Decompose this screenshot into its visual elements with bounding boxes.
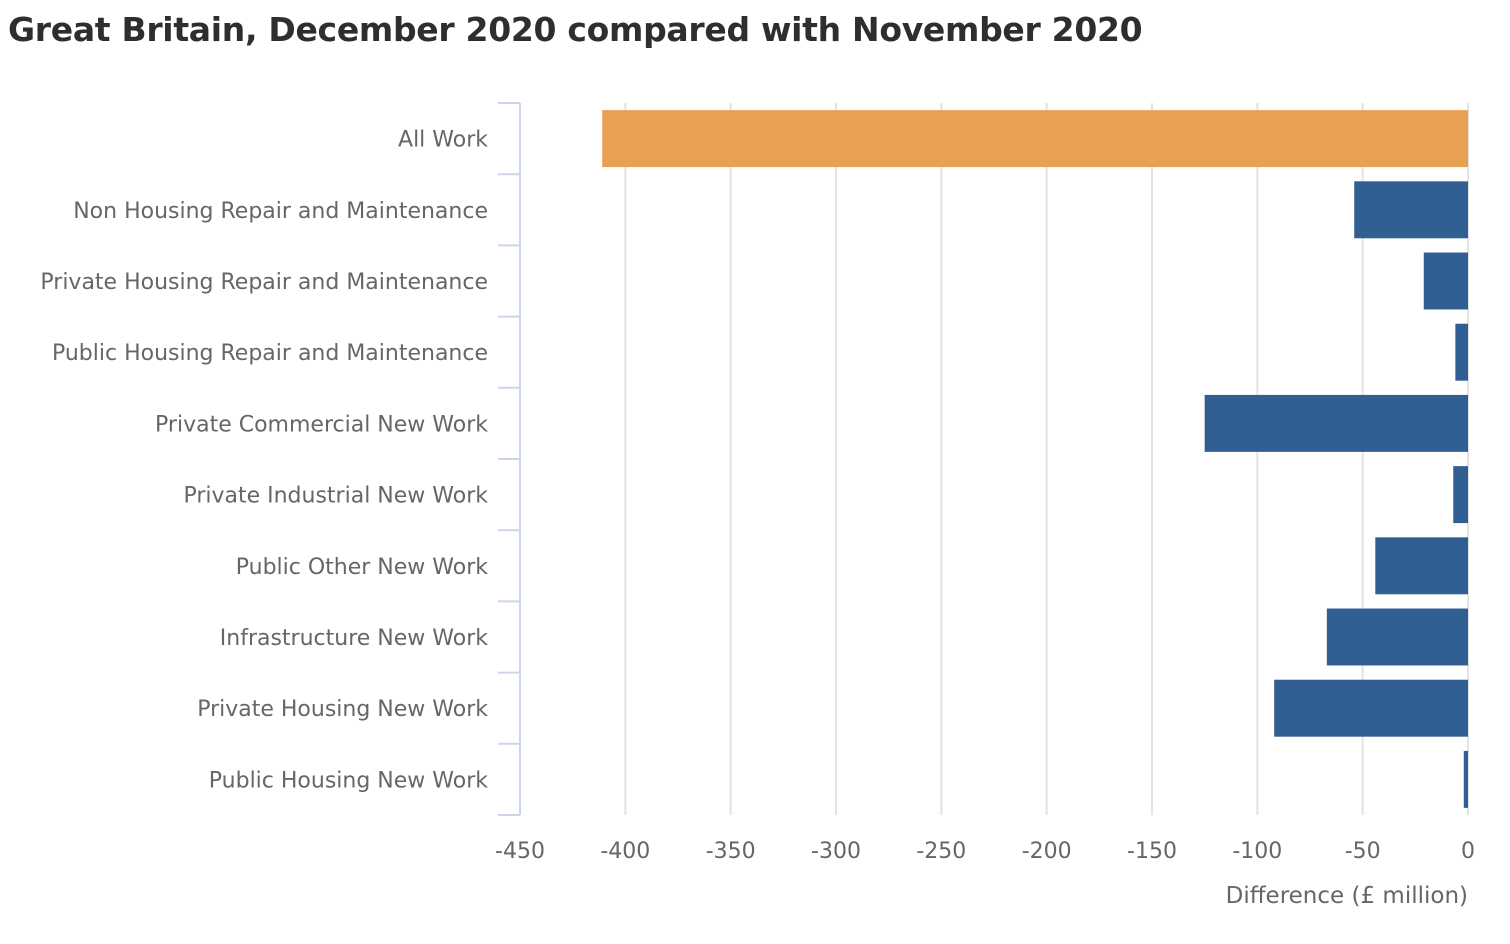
x-tick-label: -100	[1232, 839, 1282, 864]
x-tick-label: -350	[706, 839, 756, 864]
x-tick-label: -300	[811, 839, 861, 864]
category-label: Private Housing Repair and Maintenance	[40, 270, 488, 295]
value-axis-labels: -450 -400 -350 -300 -250 -200 -150 -100 -50 0	[495, 839, 1475, 864]
chart-title: Great Britain, December 2020 compared wi…	[8, 10, 1143, 49]
bar[interactable]	[1375, 537, 1468, 595]
bars	[602, 110, 1468, 808]
category-label: Private Housing New Work	[197, 697, 488, 722]
x-tick-label: -250	[916, 839, 966, 864]
category-label: Private Commercial New Work	[155, 412, 488, 437]
bar[interactable]	[1463, 750, 1468, 808]
x-tick-label: -50	[1345, 839, 1381, 864]
bar[interactable]	[1423, 252, 1468, 310]
category-label: Infrastructure New Work	[220, 626, 488, 651]
category-axis	[498, 102, 521, 816]
category-label: Public Other New Work	[236, 555, 489, 580]
bar[interactable]	[1326, 608, 1468, 666]
x-tick-label: -450	[495, 839, 545, 864]
category-label: All Work	[398, 128, 488, 153]
x-tick-label: 0	[1461, 839, 1475, 864]
bar[interactable]	[1274, 679, 1468, 737]
category-label: Private Industrial New Work	[183, 484, 488, 509]
bar[interactable]	[1204, 394, 1468, 452]
category-labels: All Work Non Housing Repair and Maintenan…	[40, 128, 488, 794]
x-tick-label: -200	[1022, 839, 1072, 864]
x-tick-label: -400	[600, 839, 650, 864]
category-label: Public Housing New Work	[209, 768, 488, 793]
category-label: Public Housing Repair and Maintenance	[52, 341, 488, 366]
bar[interactable]	[1455, 323, 1468, 381]
category-label: Non Housing Repair and Maintenance	[73, 199, 488, 224]
x-tick-label: -150	[1127, 839, 1177, 864]
bar[interactable]	[1453, 466, 1468, 524]
bar[interactable]	[1354, 181, 1468, 239]
bar[interactable]	[602, 110, 1468, 168]
x-axis-title: Difference (£ million)	[1226, 883, 1468, 909]
